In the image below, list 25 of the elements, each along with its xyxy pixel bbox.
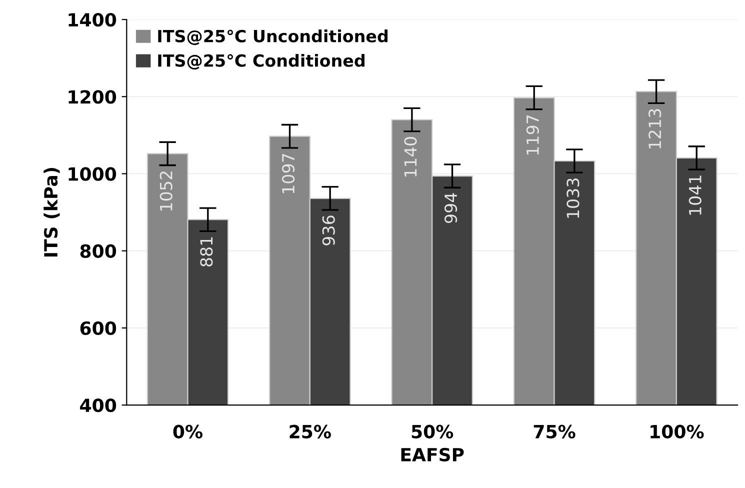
y-tick-label: 800 [80, 244, 116, 258]
y-tick-label: 400 [80, 398, 116, 412]
x-tick-label: 75% [534, 424, 576, 438]
data-label: 881 [200, 237, 213, 266]
x-axis-title: EAFSP [401, 448, 464, 462]
data-label: 1197 [526, 115, 539, 155]
y-tick-label: 1000 [68, 167, 116, 181]
x-tick-label: 50% [412, 424, 454, 438]
data-label: 994 [444, 193, 458, 223]
data-label: 1097 [282, 154, 295, 194]
data-label: 1140 [404, 137, 417, 177]
data-label: 1041 [688, 176, 702, 215]
y-tick-label: 1400 [68, 12, 116, 27]
y-tick-label: 1200 [68, 90, 116, 104]
x-tick-label: 0% [173, 424, 202, 438]
y-tick-label: 600 [80, 321, 116, 336]
y-axis-title: ITS (kPa) [44, 168, 60, 257]
data-label: 1052 [160, 172, 172, 210]
legend-label: ITS@25°C Conditioned [158, 54, 364, 70]
x-tick-label: 25% [290, 424, 331, 438]
legend-label: ITS@25°C Unconditioned [158, 30, 388, 46]
x-tick-label: 100% [650, 424, 704, 438]
data-label: 1213 [648, 109, 662, 148]
data-label: 936 [322, 216, 335, 246]
data-label: 1033 [566, 178, 580, 218]
